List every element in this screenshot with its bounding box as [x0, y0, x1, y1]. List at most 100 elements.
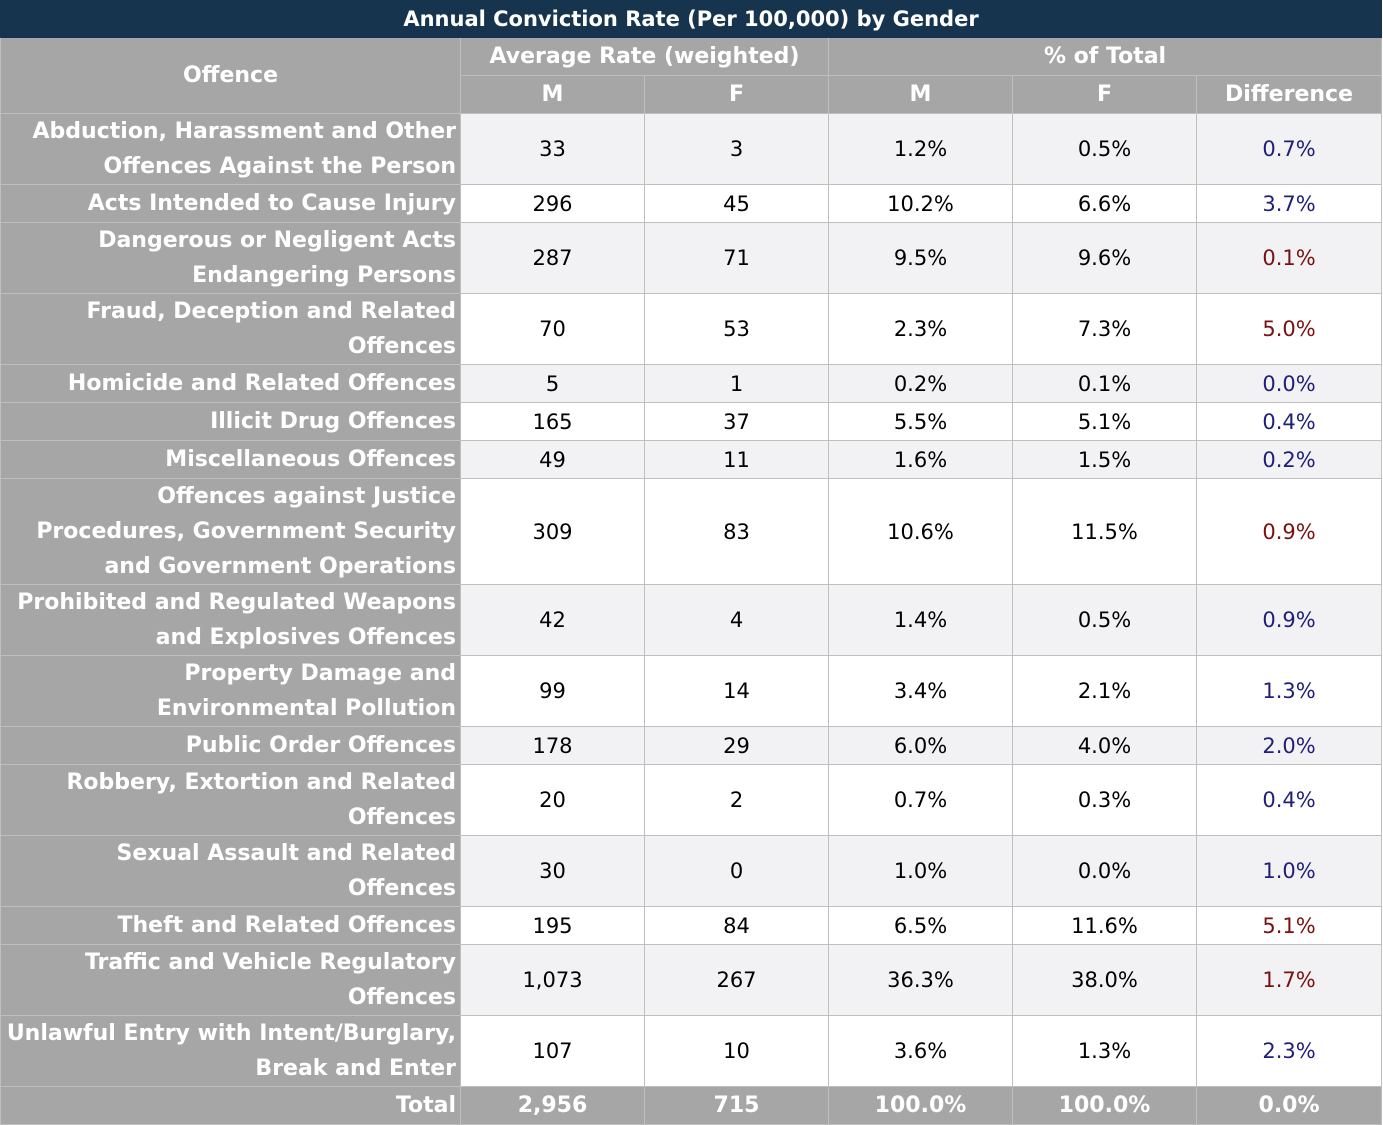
- table-row: Dangerous or Negligent Acts Endangering …: [0, 222, 1383, 294]
- rate-m-cell: 296: [460, 184, 645, 223]
- offence-label: Offences against Justice Procedures, Gov…: [0, 478, 461, 585]
- offence-header: Offence: [0, 37, 461, 114]
- pct-f-cell: 5.1%: [1012, 402, 1197, 441]
- difference-cell: 2.0%: [1195, 726, 1383, 765]
- pct-m-cell: 2.3%: [828, 293, 1013, 365]
- rate-m-cell: 195: [460, 906, 645, 945]
- rate-f-header: F: [644, 75, 829, 114]
- difference-cell: 2.3%: [1195, 1015, 1383, 1087]
- rate-f-cell: 4: [644, 584, 829, 656]
- pct-m-cell: 36.3%: [828, 944, 1013, 1016]
- rate-f-cell: 84: [644, 906, 829, 945]
- pct-m-cell: 10.6%: [828, 478, 1013, 585]
- pct-f-cell: 11.5%: [1012, 478, 1197, 585]
- rate-m-cell: 99: [460, 655, 645, 727]
- rate-f-cell: 83: [644, 478, 829, 585]
- difference-cell: 1.0%: [1195, 835, 1383, 907]
- offence-label: Property Damage and Environmental Pollut…: [0, 655, 461, 727]
- table-title: Annual Conviction Rate (Per 100,000) by …: [0, 0, 1383, 38]
- pct-m-header: M: [828, 75, 1013, 114]
- percent-of-total-header: % of Total: [827, 37, 1383, 76]
- rate-m-cell: 107: [460, 1015, 645, 1087]
- pct-m-cell: 1.0%: [828, 835, 1013, 907]
- offence-label: Prohibited and Regulated Weapons and Exp…: [0, 584, 461, 656]
- total-difference: 0.0%: [1195, 1086, 1383, 1125]
- pct-f-header: F: [1012, 75, 1197, 114]
- offence-label: Sexual Assault and Related Offences: [0, 835, 461, 907]
- offence-label: Illicit Drug Offences: [0, 402, 461, 441]
- difference-cell: 0.2%: [1195, 440, 1383, 479]
- rate-f-cell: 1: [644, 364, 829, 403]
- rate-m-header: M: [460, 75, 645, 114]
- difference-cell: 3.7%: [1195, 184, 1383, 223]
- pct-m-cell: 3.4%: [828, 655, 1013, 727]
- rate-f-cell: 53: [644, 293, 829, 365]
- rate-f-cell: 71: [644, 222, 829, 294]
- pct-m-cell: 6.0%: [828, 726, 1013, 765]
- rate-f-cell: 14: [644, 655, 829, 727]
- difference-cell: 5.1%: [1195, 906, 1383, 945]
- rate-m-cell: 33: [460, 113, 645, 185]
- rate-m-cell: 1,073: [460, 944, 645, 1016]
- pct-m-cell: 0.7%: [828, 764, 1013, 836]
- rate-m-cell: 309: [460, 478, 645, 585]
- offence-label: Miscellaneous Offences: [0, 440, 461, 479]
- table-row: Unlawful Entry with Intent/Burglary, Bre…: [0, 1015, 1383, 1087]
- rate-f-cell: 37: [644, 402, 829, 441]
- pct-m-cell: 1.2%: [828, 113, 1013, 185]
- rate-f-cell: 3: [644, 113, 829, 185]
- total-rate-f: 715: [644, 1086, 829, 1125]
- difference-cell: 5.0%: [1195, 293, 1383, 365]
- pct-m-cell: 0.2%: [828, 364, 1013, 403]
- table-row: Prohibited and Regulated Weapons and Exp…: [0, 584, 1383, 656]
- difference-cell: 0.1%: [1195, 222, 1383, 294]
- offence-label: Theft and Related Offences: [0, 906, 461, 945]
- offence-label: Acts Intended to Cause Injury: [0, 184, 461, 223]
- difference-cell: 1.3%: [1195, 655, 1383, 727]
- table-row: Abduction, Harassment and Other Offences…: [0, 113, 1383, 185]
- table-row: Offences against Justice Procedures, Gov…: [0, 478, 1383, 585]
- pct-f-cell: 38.0%: [1012, 944, 1197, 1016]
- difference-cell: 0.0%: [1195, 364, 1383, 403]
- total-pct-m: 100.0%: [828, 1086, 1013, 1125]
- pct-f-cell: 0.3%: [1012, 764, 1197, 836]
- difference-cell: 0.9%: [1195, 478, 1383, 585]
- total-label: Total: [0, 1086, 461, 1125]
- offence-label: Public Order Offences: [0, 726, 461, 765]
- rate-f-cell: 11: [644, 440, 829, 479]
- rate-m-cell: 178: [460, 726, 645, 765]
- rate-m-cell: 5: [460, 364, 645, 403]
- pct-m-cell: 1.6%: [828, 440, 1013, 479]
- offence-label: Robbery, Extortion and Related Offences: [0, 764, 461, 836]
- pct-f-cell: 2.1%: [1012, 655, 1197, 727]
- pct-f-cell: 9.6%: [1012, 222, 1197, 294]
- table-row: Miscellaneous Offences 49 11 1.6% 1.5% 0…: [0, 440, 1383, 479]
- pct-f-cell: 0.5%: [1012, 113, 1197, 185]
- table-row: Fraud, Deception and Related Offences 70…: [0, 293, 1383, 365]
- table-row: Sexual Assault and Related Offences 30 0…: [0, 835, 1383, 907]
- rate-m-cell: 165: [460, 402, 645, 441]
- table-row: Theft and Related Offences 195 84 6.5% 1…: [0, 906, 1383, 945]
- rate-f-cell: 45: [644, 184, 829, 223]
- pct-m-cell: 3.6%: [828, 1015, 1013, 1087]
- pct-f-cell: 4.0%: [1012, 726, 1197, 765]
- pct-f-cell: 7.3%: [1012, 293, 1197, 365]
- rate-m-cell: 49: [460, 440, 645, 479]
- pct-f-cell: 0.0%: [1012, 835, 1197, 907]
- rate-f-cell: 29: [644, 726, 829, 765]
- rate-f-cell: 10: [644, 1015, 829, 1087]
- total-rate-m: 2,956: [460, 1086, 645, 1125]
- difference-cell: 0.4%: [1195, 402, 1383, 441]
- offence-label: Fraud, Deception and Related Offences: [0, 293, 461, 365]
- table-row: Illicit Drug Offences 165 37 5.5% 5.1% 0…: [0, 402, 1383, 441]
- table-row: Acts Intended to Cause Injury 296 45 10.…: [0, 184, 1383, 223]
- pct-f-cell: 1.5%: [1012, 440, 1197, 479]
- pct-f-cell: 11.6%: [1012, 906, 1197, 945]
- table-row: Robbery, Extortion and Related Offences …: [0, 764, 1383, 836]
- difference-cell: 0.9%: [1195, 584, 1383, 656]
- difference-cell: 0.7%: [1195, 113, 1383, 185]
- table-row: Homicide and Related Offences 5 1 0.2% 0…: [0, 364, 1383, 403]
- pct-m-cell: 6.5%: [828, 906, 1013, 945]
- pct-m-cell: 9.5%: [828, 222, 1013, 294]
